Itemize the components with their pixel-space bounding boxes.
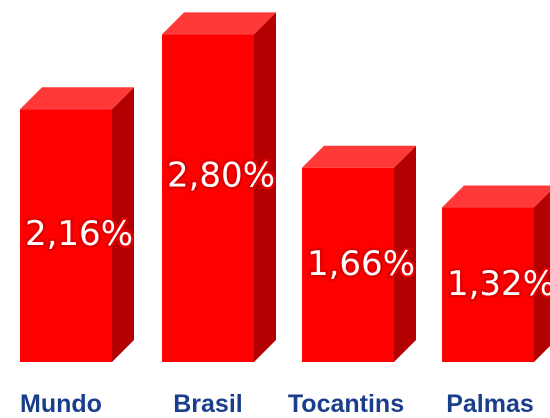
value-label-palmas: 1,32% [447, 264, 550, 304]
bar-front-tocantins [302, 167, 394, 362]
bar-side-tocantins [394, 145, 416, 362]
bar-front-brasil [162, 34, 254, 363]
bar-palmas [442, 185, 550, 362]
bar-top-brasil [162, 12, 276, 35]
category-labels-group: Mundo Brasil Tocantins Palmas [20, 390, 534, 418]
value-label-tocantins: 1,66% [307, 244, 415, 284]
bars-group [20, 12, 550, 363]
bar-mundo [20, 87, 134, 362]
bar-front-palmas [442, 207, 534, 362]
value-label-brasil: 2,80% [167, 155, 275, 195]
bar-brasil [162, 12, 276, 363]
bar-top-tocantins [302, 145, 416, 168]
bar-top-palmas [442, 185, 550, 208]
category-label-tocantins: Tocantins [288, 390, 404, 418]
value-labels-group: 2,16% 2,80% 1,66% 1,32% [22, 153, 550, 307]
bar-top-mundo [20, 87, 134, 110]
value-label-mundo: 2,16% [25, 214, 133, 254]
bar-side-brasil [254, 12, 276, 363]
category-label-mundo: Mundo [20, 390, 102, 418]
bar-side-palmas [534, 191, 550, 362]
category-label-brasil: Brasil [173, 390, 242, 418]
bar-front-mundo [20, 109, 112, 362]
bar-side-mundo [112, 87, 134, 362]
category-label-palmas: Palmas [446, 390, 534, 418]
bar-tocantins [302, 145, 416, 362]
